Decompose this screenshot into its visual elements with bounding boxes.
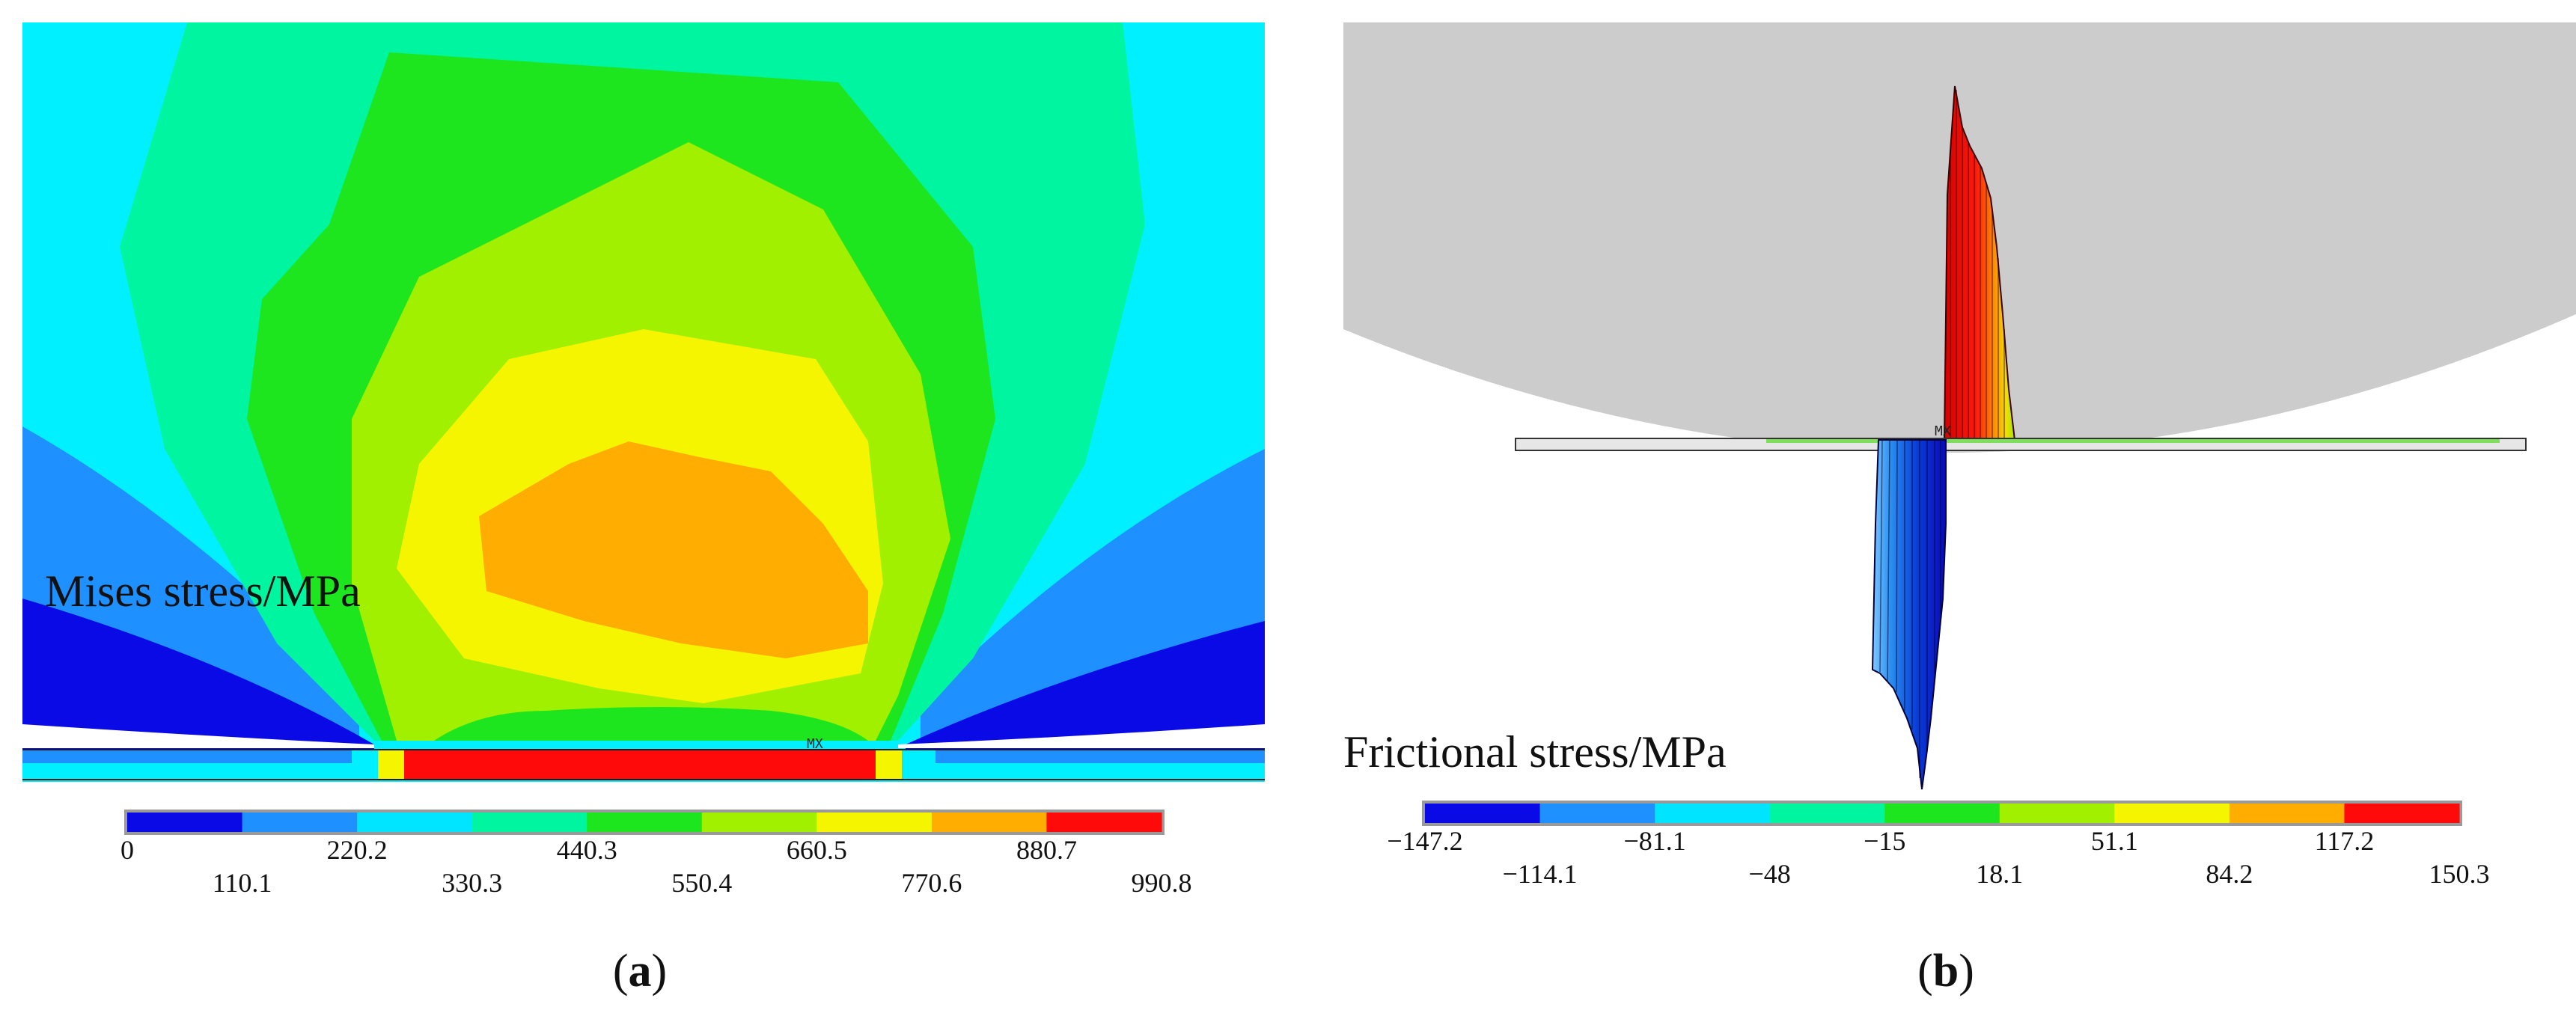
contact-zone-red: [404, 750, 876, 779]
colorbar-swatch: [357, 813, 473, 832]
panel-a-colorbar-swatches: [127, 813, 1162, 832]
colorbar-tick-label: 117.2: [2315, 826, 2375, 856]
contact-edge-yellow-left: [378, 750, 404, 779]
panel-b-plot: MX: [1343, 22, 2576, 790]
colorbar-tick-label: 150.3: [2429, 859, 2490, 889]
panel-b-colorbar-ticks: −147.2 −81.1 −15 51.1 117.2 −114.1 −48 18.1 84.2…: [1387, 826, 2489, 889]
colorbar-tick-label: 880.7: [1016, 835, 1077, 865]
colorbar-tick-label: −81.1: [1623, 826, 1685, 856]
colorbar-swatch: [587, 813, 703, 832]
panel-a-contour-plot: [22, 22, 1265, 782]
colorbar-swatch: [1539, 804, 1655, 823]
plate-green-contact: [1766, 439, 2500, 443]
plate-gap-white-right: [898, 724, 1265, 748]
colorbar-swatch: [1999, 804, 2115, 823]
colorbar-swatch: [701, 813, 817, 832]
panel-a-colorbar-ticks: 0 220.2 440.3 660.5 880.7 110.1 330.3 550.4 770.…: [120, 835, 1192, 898]
colorbar-tick-label: 770.6: [901, 868, 962, 898]
panel-a-colorbar: [124, 810, 1165, 835]
colorbar-swatch: [1884, 804, 2000, 823]
colorbar-tick-label: 990.8: [1132, 868, 1192, 898]
colorbar-tick-label: 0: [120, 835, 134, 865]
colorbar-tick-label: −48: [1749, 859, 1791, 889]
colorbar-tick-label: 220.2: [327, 835, 388, 865]
panel-a-max-marker: MX: [807, 736, 823, 752]
colorbar-tick-label: 330.3: [442, 868, 502, 898]
colorbar-tick-label: 110.1: [213, 868, 272, 898]
colorbar-tick-label: 440.3: [557, 835, 617, 865]
contour-band-deep-blue: [22, 599, 374, 756]
colorbar-swatch: [2114, 804, 2230, 823]
colorbar-tick-label: 550.4: [671, 868, 732, 898]
contour-band-green-lower: [434, 707, 868, 741]
colorbar-swatch: [817, 813, 933, 832]
colorbar-tick-label: 51.1: [2091, 826, 2138, 856]
colorbar-tick-label: −114.1: [1503, 859, 1578, 889]
friction-positive-hatching: [1950, 90, 2005, 440]
panel-b-colorbar-swatches: [1425, 804, 2460, 823]
plate-gap-white: [22, 724, 374, 748]
colorbar-swatch: [242, 813, 358, 832]
panel-b-tag: (b): [1917, 946, 1974, 997]
colorbar-tick-label: −147.2: [1387, 826, 1462, 856]
colorbar-swatch: [1425, 804, 1541, 823]
colorbar-swatch: [471, 813, 587, 832]
plate-strip-left-blue: [22, 750, 352, 763]
panel-b-title: Frictional stress/MPa: [1343, 727, 1727, 777]
colorbar-swatch: [127, 813, 243, 832]
colorbar-swatch: [1769, 804, 1885, 823]
colorbar-tick-label: 18.1: [1976, 859, 2023, 889]
friction-negative-hatching: [1879, 439, 1941, 778]
colorbar-tick-label: 660.5: [787, 835, 847, 865]
panel-a-title: Mises stress/MPa: [45, 566, 361, 616]
panel-b-max-marker: MX: [1935, 423, 1951, 439]
plate-strip-right-blue: [936, 750, 1265, 763]
panel-a-tag: (a): [613, 946, 667, 997]
contact-edge-yellow-right: [876, 750, 902, 779]
colorbar-swatch: [2229, 804, 2345, 823]
colorbar-swatch: [1046, 813, 1162, 832]
colorbar-tick-label: −15: [1864, 826, 1905, 856]
colorbar-swatch: [2344, 804, 2460, 823]
contour-band-orange: [479, 441, 868, 658]
colorbar-swatch: [1655, 804, 1771, 823]
colorbar-swatch: [931, 813, 1047, 832]
colorbar-tick-label: 84.2: [2206, 859, 2253, 889]
contour-band-deep-blue-right: [906, 621, 1265, 756]
panel-b-colorbar: [1422, 801, 2462, 826]
